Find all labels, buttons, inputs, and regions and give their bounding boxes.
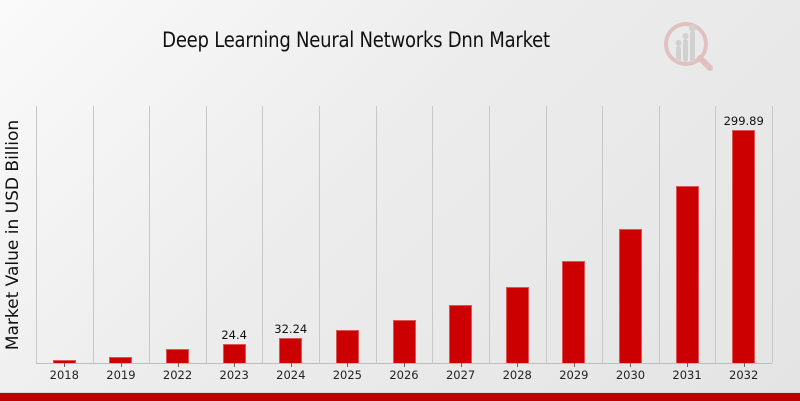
x-tick bbox=[743, 363, 745, 367]
bar-2019 bbox=[109, 357, 133, 363]
x-tick bbox=[347, 363, 349, 367]
x-tick-label: 2024 bbox=[276, 368, 306, 382]
x-tick-label: 2026 bbox=[389, 368, 419, 382]
x-tick bbox=[64, 363, 66, 367]
x-tick-label: 2031 bbox=[672, 368, 702, 382]
gridline bbox=[92, 106, 94, 363]
bar-2026 bbox=[392, 319, 416, 363]
bar-2025 bbox=[335, 329, 359, 363]
gridline bbox=[262, 106, 264, 363]
data-label-2023: 24.4 bbox=[221, 328, 247, 343]
bar-2032 bbox=[732, 129, 756, 363]
gridline bbox=[205, 106, 207, 363]
bar-2028 bbox=[505, 286, 529, 363]
x-tick-label: 2022 bbox=[162, 368, 193, 382]
gridline bbox=[715, 106, 717, 363]
bar-2029 bbox=[562, 261, 586, 363]
x-tick bbox=[573, 363, 575, 367]
plot-area: 2018 2019 2022 2023 24.4 2024 32.24 2025 2026 202… bbox=[36, 106, 773, 382]
gridline bbox=[658, 106, 660, 363]
brand-logo-icon bbox=[664, 22, 713, 71]
gridline bbox=[488, 106, 490, 363]
x-tick bbox=[120, 363, 122, 367]
x-tick bbox=[630, 363, 632, 367]
x-tick-label: 2029 bbox=[559, 368, 589, 382]
bar-2024 bbox=[279, 337, 303, 363]
gridline bbox=[772, 106, 773, 363]
gridline bbox=[375, 106, 377, 363]
gridline bbox=[432, 106, 434, 363]
x-tick-label: 2018 bbox=[49, 368, 79, 382]
x-tick-label: 2025 bbox=[332, 368, 363, 382]
chart-title: Deep Learning Neural Networks Dnn Market bbox=[162, 28, 550, 52]
gridline bbox=[319, 106, 321, 363]
data-label-2032: 299.89 bbox=[723, 113, 764, 128]
gridline bbox=[36, 106, 37, 363]
bar-2031 bbox=[675, 185, 699, 363]
gridline bbox=[545, 106, 547, 363]
bar-2030 bbox=[618, 228, 642, 363]
x-tick bbox=[517, 363, 519, 367]
bar-2022 bbox=[166, 348, 190, 363]
gridline bbox=[602, 106, 604, 363]
x-tick-label: 2030 bbox=[615, 368, 646, 382]
x-tick-label: 2023 bbox=[219, 368, 249, 382]
x-tick bbox=[177, 363, 179, 367]
x-tick bbox=[687, 363, 689, 367]
x-tick bbox=[460, 363, 462, 367]
y-axis-label: Market Value in USD Billion bbox=[3, 119, 23, 351]
gridline bbox=[149, 106, 151, 363]
footer-bar bbox=[0, 392, 800, 401]
x-tick-label: 2019 bbox=[106, 368, 136, 382]
data-label-2024: 32.24 bbox=[274, 321, 308, 336]
x-tick-label: 2027 bbox=[445, 368, 476, 382]
x-tick bbox=[290, 363, 292, 367]
x-tick-label: 2032 bbox=[729, 368, 759, 382]
x-tick-label: 2028 bbox=[502, 368, 532, 382]
x-tick bbox=[404, 363, 405, 367]
bar-2023 bbox=[222, 344, 246, 363]
bar-2018 bbox=[52, 359, 76, 363]
bar-2027 bbox=[449, 305, 473, 363]
x-tick bbox=[234, 363, 236, 367]
